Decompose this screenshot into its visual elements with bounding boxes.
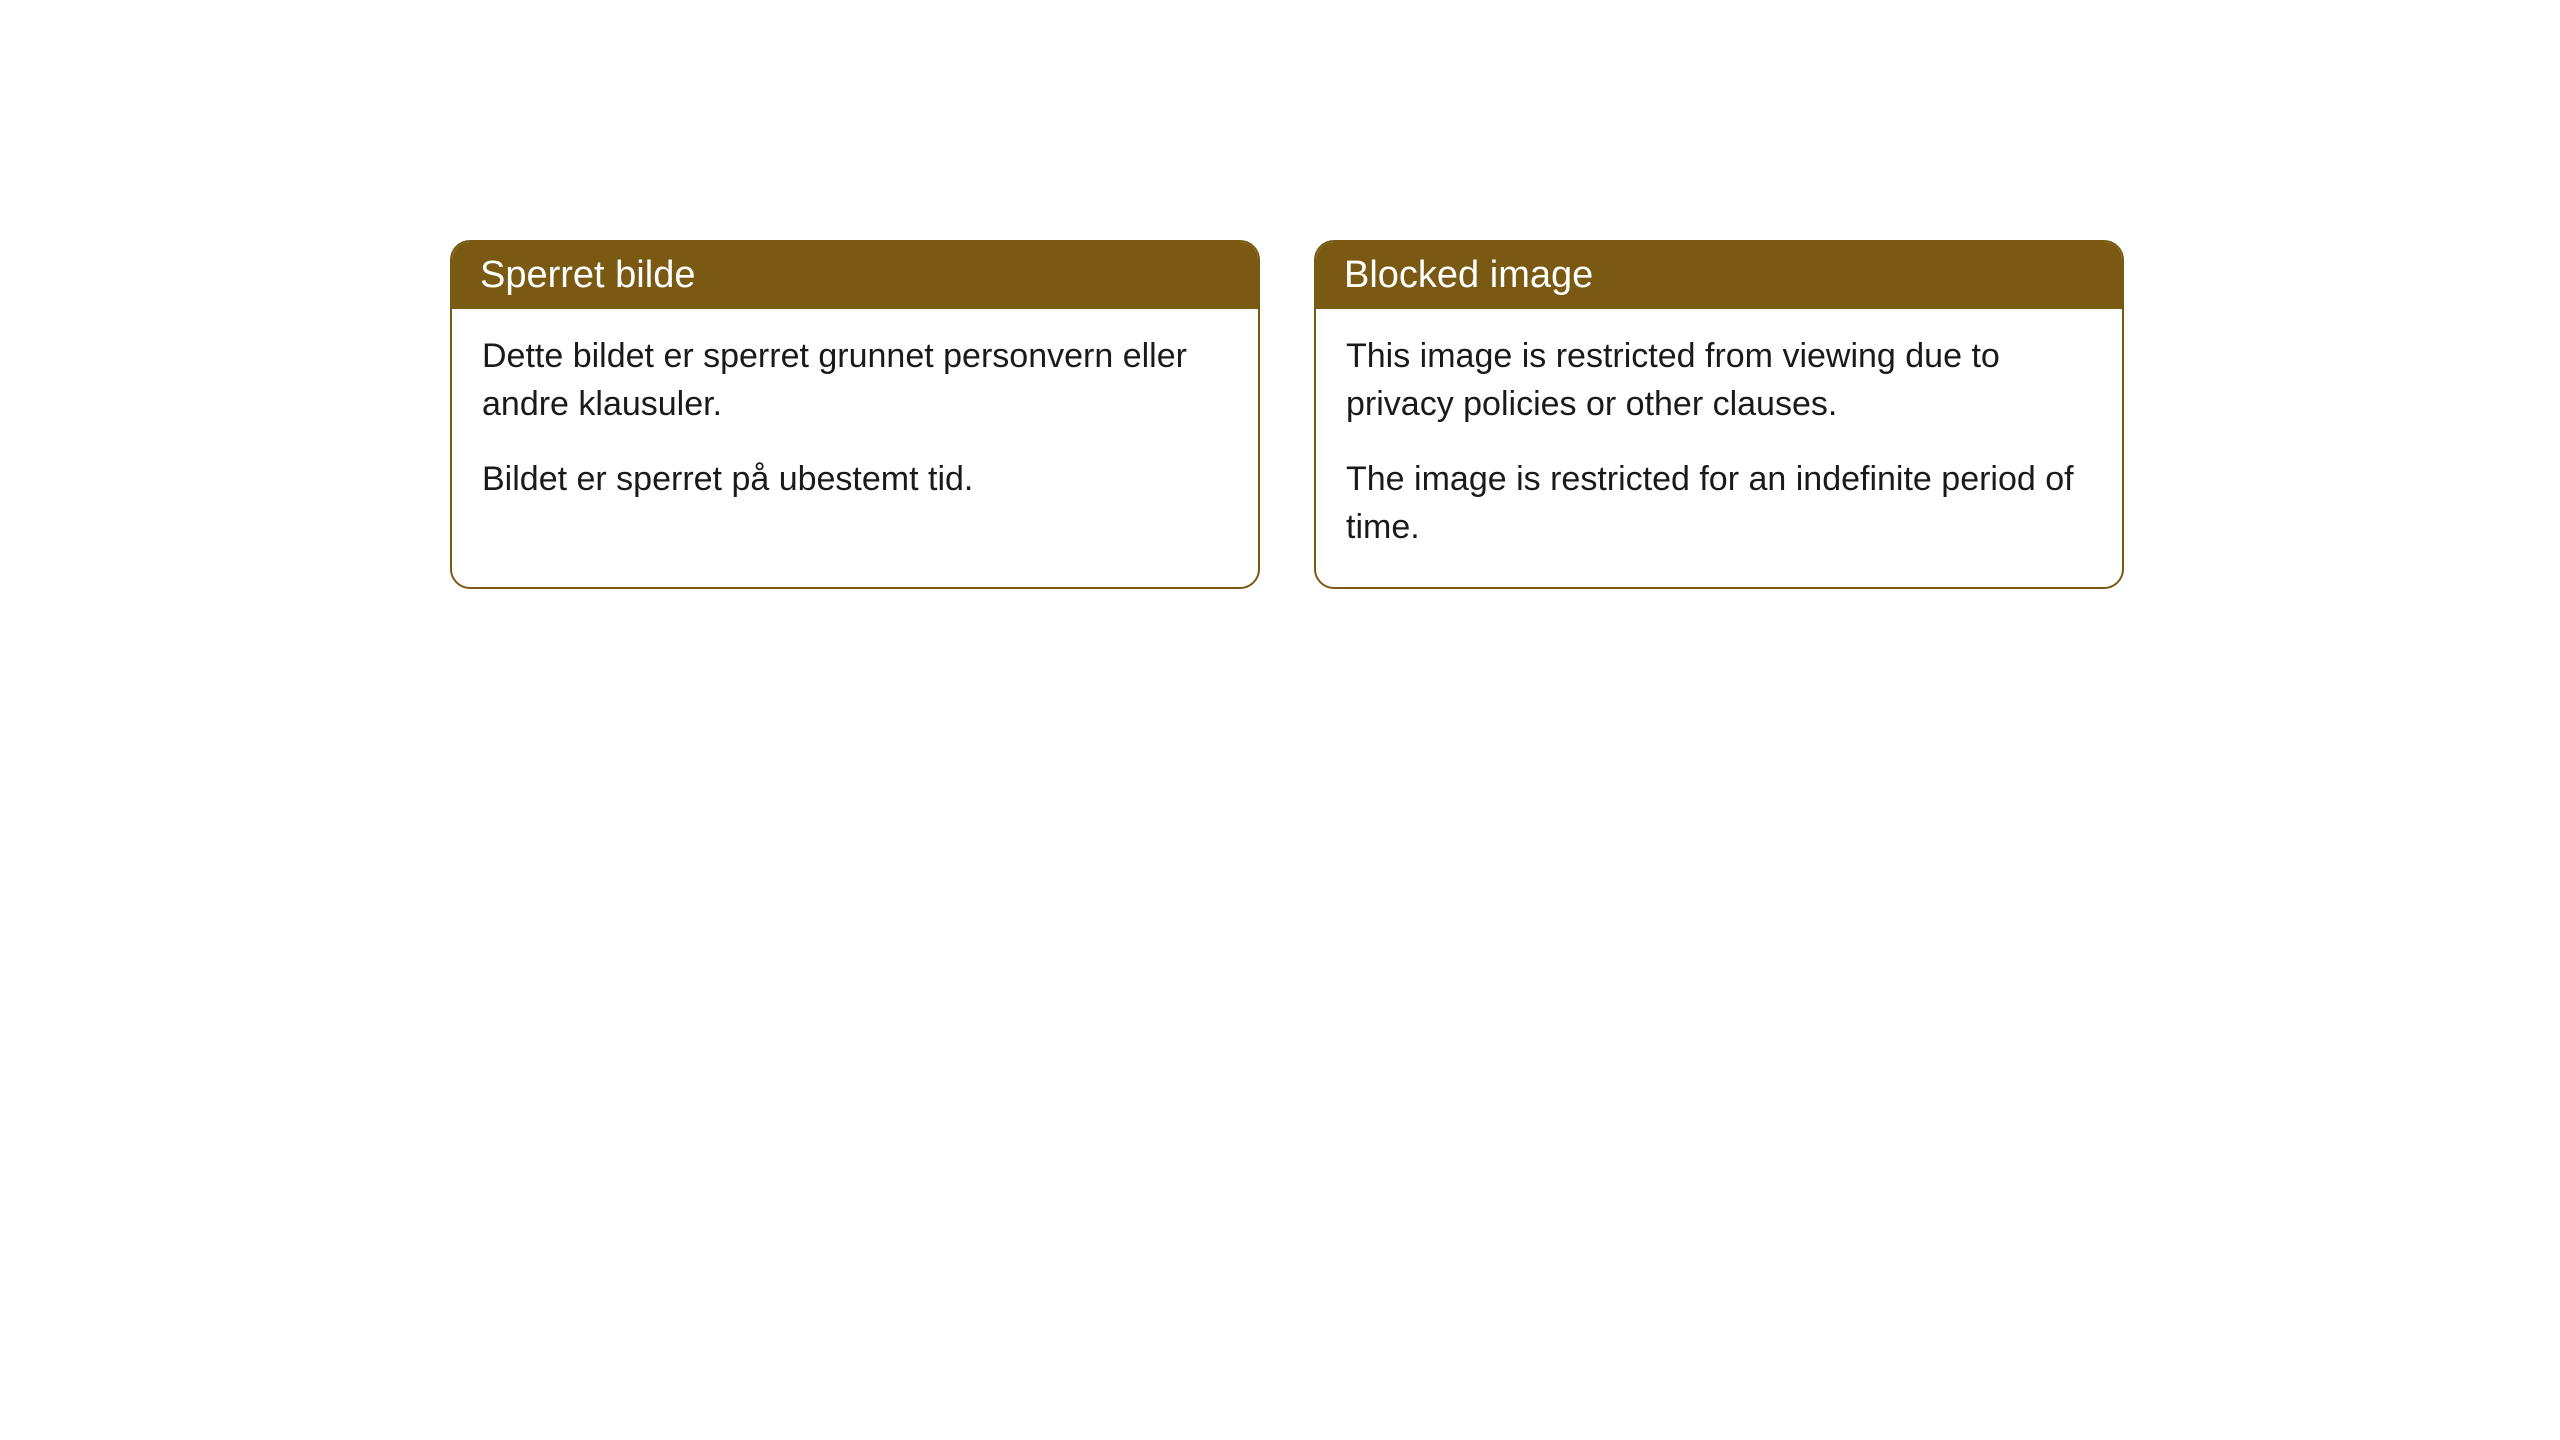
notice-paragraph: This image is restricted from viewing du… (1346, 333, 2092, 428)
notice-paragraph: Dette bildet er sperret grunnet personve… (482, 333, 1228, 428)
notice-card-norwegian: Sperret bilde Dette bildet er sperret gr… (450, 240, 1260, 589)
notice-card-english: Blocked image This image is restricted f… (1314, 240, 2124, 589)
notice-paragraph: Bildet er sperret på ubestemt tid. (482, 456, 1228, 504)
notice-header-norwegian: Sperret bilde (452, 242, 1258, 309)
notice-paragraph: The image is restricted for an indefinit… (1346, 456, 2092, 551)
notice-header-english: Blocked image (1316, 242, 2122, 309)
notice-body-english: This image is restricted from viewing du… (1316, 309, 2122, 587)
notices-container: Sperret bilde Dette bildet er sperret gr… (0, 0, 2560, 589)
notice-body-norwegian: Dette bildet er sperret grunnet personve… (452, 309, 1258, 540)
